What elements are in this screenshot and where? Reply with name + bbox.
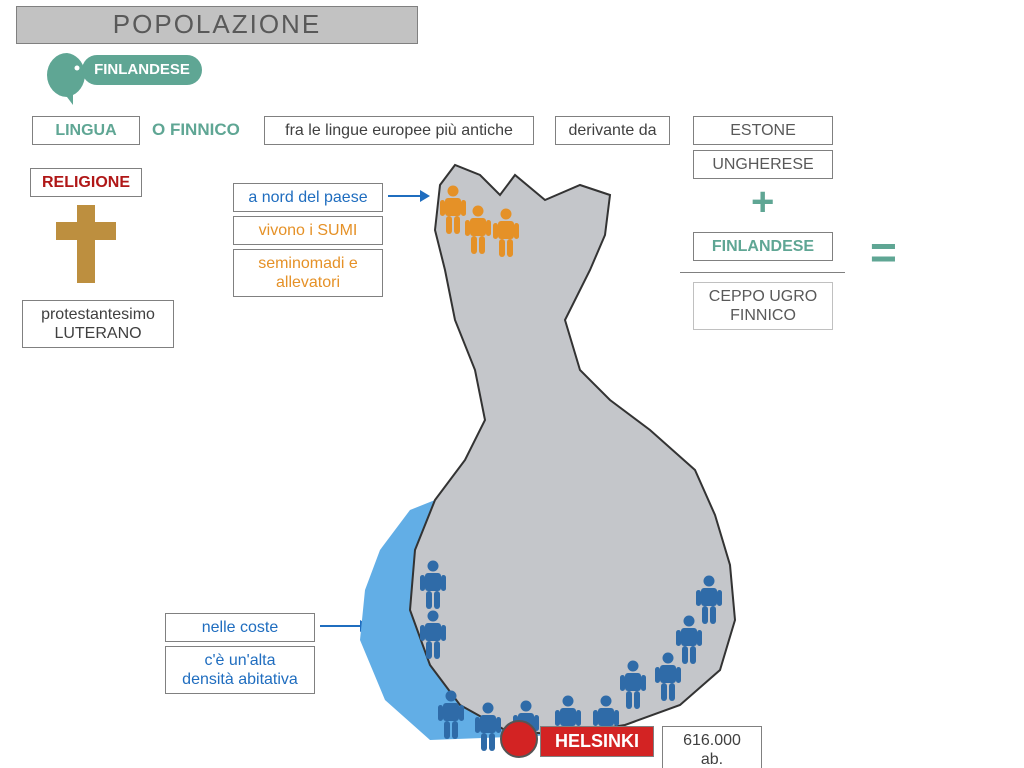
helsinki-pop: 616.000 ab. — [662, 726, 762, 768]
prot-line1: protestantesimo — [41, 306, 155, 323]
antiche-box: fra le lingue europee più antiche — [264, 116, 534, 145]
derivante-box: derivante da — [555, 116, 670, 145]
dens2: densità abitativa — [182, 671, 298, 688]
religione-box: RELIGIONE — [30, 168, 142, 197]
arrow-coste — [320, 625, 368, 627]
ceppo-box: CEPPO UGRO FINNICO — [693, 282, 833, 330]
ceppo-line1: CEPPO UGRO — [709, 288, 817, 305]
speech-bubble: FINLANDESE — [82, 55, 202, 85]
ungherese-box: UNGHERESE — [693, 150, 833, 179]
semi1: seminomadi e — [258, 255, 358, 272]
page-title: POPOLAZIONE — [16, 6, 418, 44]
arrow-nord — [388, 195, 428, 197]
semi-box: seminomadi e allevatori — [233, 249, 383, 297]
finlandese-box: FINLANDESE — [693, 232, 833, 261]
divider — [680, 272, 845, 273]
protestant-box: protestantesimo LUTERANO — [22, 300, 174, 348]
estone-box: ESTONE — [693, 116, 833, 145]
semi2: allevatori — [276, 274, 340, 291]
plus-icon: + — [751, 180, 774, 225]
prot-line2: LUTERANO — [54, 325, 141, 342]
lingua-box: LINGUA — [32, 116, 140, 145]
sumi-box: vivono i SUMI — [233, 216, 383, 245]
dens1: c'è un'alta — [204, 652, 275, 669]
coste-box: nelle coste — [165, 613, 315, 642]
ceppo-line2: FINNICO — [730, 307, 796, 324]
helsinki-label: HELSINKI — [540, 726, 654, 757]
cross-icon-v — [77, 205, 95, 283]
cross-icon-h — [56, 222, 116, 240]
o-finnico-label: O FINNICO — [152, 120, 240, 140]
densita-box: c'è un'alta densità abitativa — [165, 646, 315, 694]
nord-box: a nord del paese — [233, 183, 383, 212]
equals-icon: = — [870, 225, 897, 279]
helsinki-dot — [500, 720, 538, 758]
